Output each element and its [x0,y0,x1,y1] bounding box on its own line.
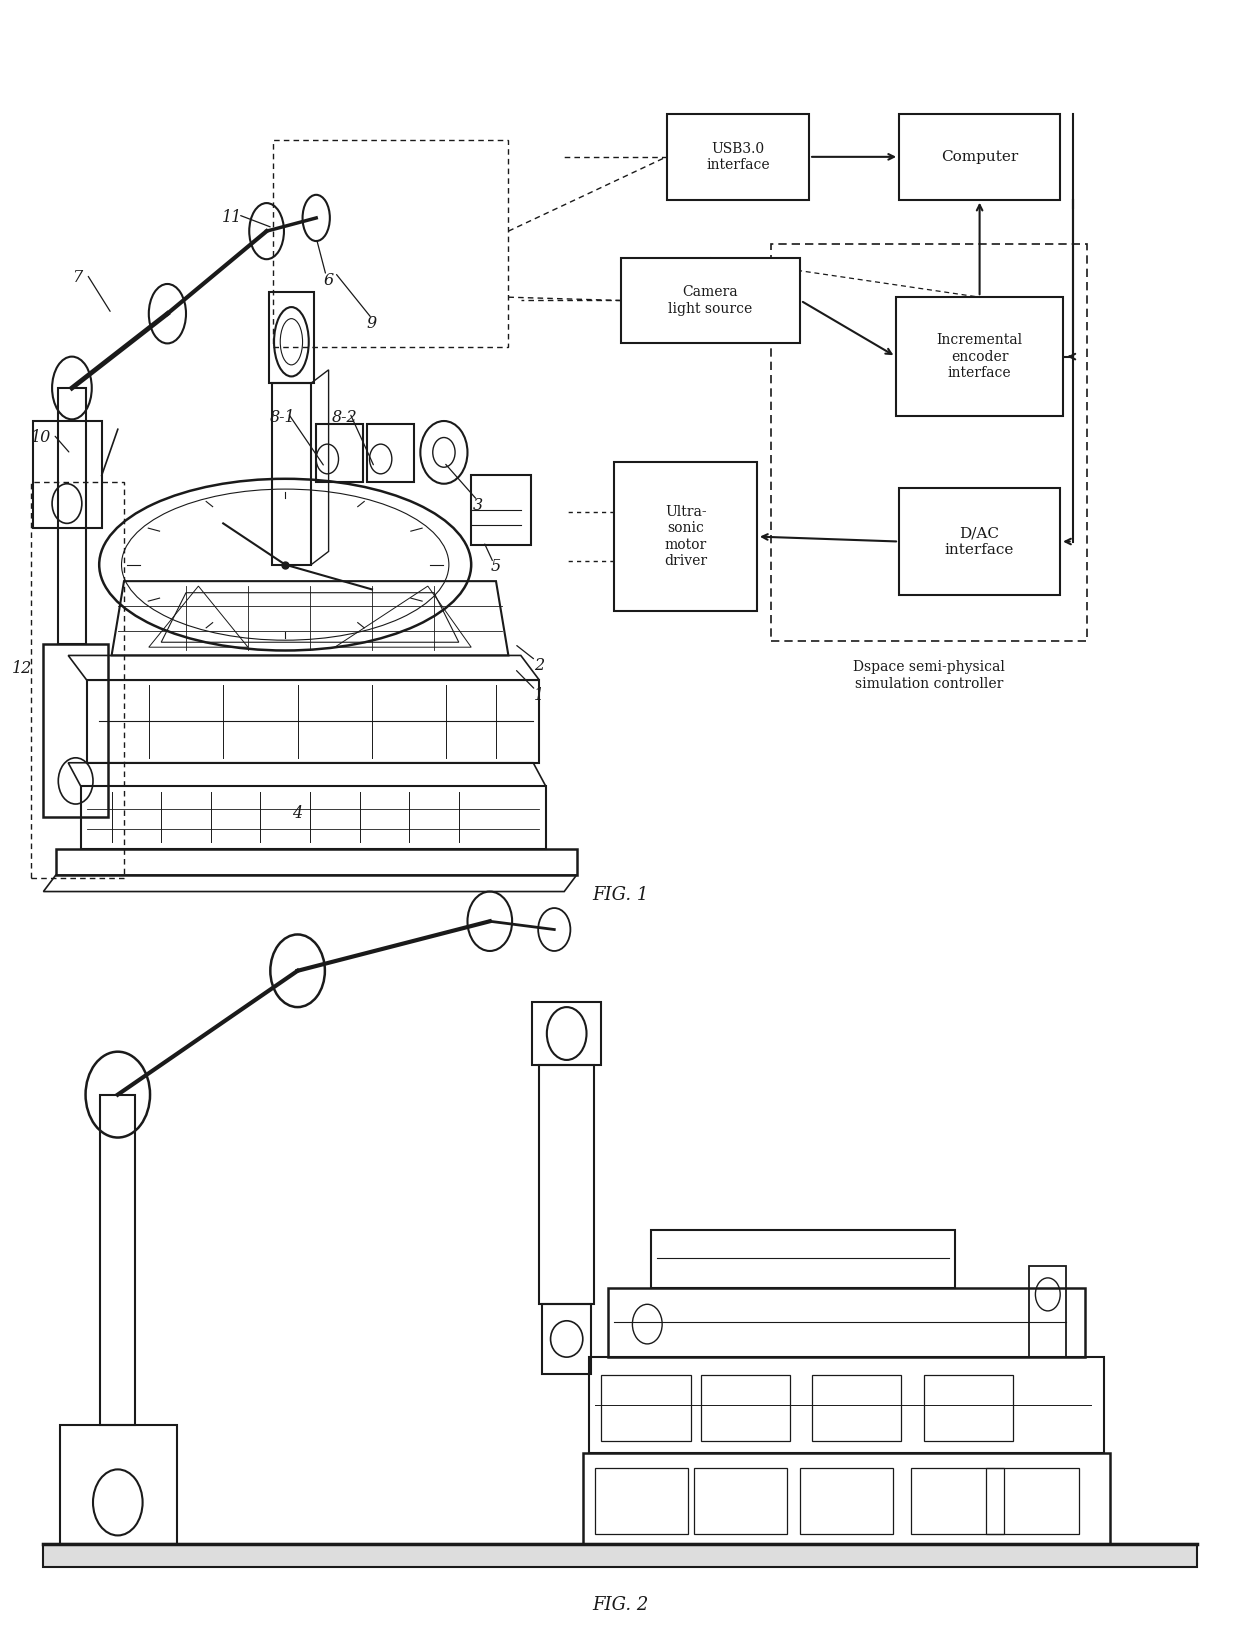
Bar [694,1468,787,1534]
Text: Computer: Computer [941,150,1018,163]
Bar [60,1425,177,1544]
Text: 12: 12 [12,660,32,677]
FancyBboxPatch shape [899,114,1060,200]
Text: Camera
light source: Camera light source [668,286,753,315]
Bar [56,849,577,875]
Bar [601,1375,691,1441]
Text: 8-2: 8-2 [332,409,357,426]
Bar [589,1357,1104,1453]
Text: D/AC
interface: D/AC interface [945,527,1014,556]
Text: FIG. 2: FIG. 2 [591,1597,649,1613]
Text: Dspace semi-physical
simulation controller: Dspace semi-physical simulation controll… [853,660,1006,690]
Bar [87,680,539,763]
Bar [58,388,86,644]
Bar [367,424,414,482]
Bar [43,644,108,817]
Bar [583,1453,1110,1544]
Bar [33,421,102,528]
Text: 11: 11 [222,210,242,226]
Bar [608,1288,1085,1357]
Text: 2: 2 [534,657,544,674]
Bar [269,292,314,383]
Bar [595,1468,688,1534]
FancyBboxPatch shape [615,462,756,611]
Bar [100,1095,135,1425]
Bar [986,1468,1079,1534]
Bar [812,1375,901,1441]
Bar [911,1468,1004,1534]
Bar [273,140,508,347]
Bar [532,1002,601,1065]
Bar [1029,1266,1066,1357]
Text: Incremental
encoder
interface: Incremental encoder interface [936,334,1023,380]
Bar [43,1544,1197,1567]
FancyBboxPatch shape [620,258,801,343]
Text: 7: 7 [72,269,82,286]
Text: FIG. 1: FIG. 1 [591,887,649,903]
Text: 9: 9 [367,315,377,332]
Bar [81,786,546,849]
Text: 5: 5 [491,558,501,575]
Bar [924,1375,1013,1441]
Bar [316,424,363,482]
Bar [701,1375,790,1441]
Bar [272,383,311,565]
Text: 1: 1 [534,687,544,703]
Text: 8-1: 8-1 [270,409,295,426]
Bar [539,1065,594,1304]
Text: 6: 6 [324,272,334,289]
Bar [471,475,531,545]
Bar [31,482,124,878]
FancyBboxPatch shape [667,114,808,200]
FancyBboxPatch shape [895,297,1063,416]
Text: 10: 10 [31,429,51,446]
Text: Ultra-
sonic
motor
driver: Ultra- sonic motor driver [665,505,707,568]
Bar [651,1230,955,1288]
Bar [800,1468,893,1534]
Text: 4: 4 [293,806,303,822]
Bar [542,1304,591,1374]
Text: 3: 3 [472,497,482,513]
Bar [771,244,1087,641]
FancyBboxPatch shape [899,487,1060,596]
Text: USB3.0
interface: USB3.0 interface [706,142,770,172]
